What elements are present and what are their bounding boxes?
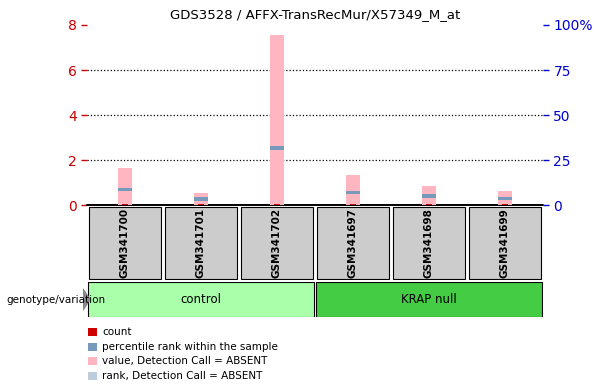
Bar: [194, 197, 208, 201]
Bar: [198, 204, 204, 205]
Title: GDS3528 / AFFX-TransRecMur/X57349_M_at: GDS3528 / AFFX-TransRecMur/X57349_M_at: [170, 8, 460, 21]
Text: KRAP null: KRAP null: [401, 293, 457, 306]
Text: GSM341701: GSM341701: [196, 208, 206, 278]
Bar: [350, 204, 356, 205]
Text: rank, Detection Call = ABSENT: rank, Detection Call = ABSENT: [102, 371, 262, 381]
FancyBboxPatch shape: [88, 372, 97, 380]
Bar: [498, 197, 512, 200]
Text: percentile rank within the sample: percentile rank within the sample: [102, 342, 278, 352]
Text: GSM341699: GSM341699: [500, 208, 510, 278]
Bar: [346, 175, 360, 205]
Bar: [118, 187, 132, 191]
FancyBboxPatch shape: [88, 282, 314, 317]
Bar: [270, 146, 284, 150]
Bar: [118, 168, 132, 205]
FancyBboxPatch shape: [88, 357, 97, 366]
Text: value, Detection Call = ABSENT: value, Detection Call = ABSENT: [102, 356, 268, 366]
FancyBboxPatch shape: [88, 343, 97, 351]
Bar: [122, 204, 128, 205]
Bar: [346, 191, 360, 194]
Bar: [270, 35, 284, 205]
FancyBboxPatch shape: [316, 282, 542, 317]
FancyBboxPatch shape: [241, 207, 313, 279]
Bar: [422, 186, 436, 205]
FancyBboxPatch shape: [392, 207, 466, 279]
Bar: [422, 194, 436, 198]
Text: genotype/variation: genotype/variation: [6, 295, 105, 305]
Bar: [274, 204, 280, 205]
Bar: [498, 191, 512, 205]
FancyBboxPatch shape: [164, 207, 238, 279]
Text: control: control: [181, 293, 221, 306]
Bar: [502, 204, 508, 205]
Text: count: count: [102, 327, 131, 337]
Bar: [426, 204, 432, 205]
Text: GSM341700: GSM341700: [120, 208, 130, 278]
FancyBboxPatch shape: [469, 207, 541, 279]
Bar: [194, 193, 208, 205]
Text: GSM341697: GSM341697: [348, 208, 358, 278]
Polygon shape: [83, 289, 90, 310]
FancyBboxPatch shape: [89, 207, 161, 279]
FancyBboxPatch shape: [88, 328, 97, 336]
Text: GSM341698: GSM341698: [424, 208, 434, 278]
Text: GSM341702: GSM341702: [272, 208, 282, 278]
FancyBboxPatch shape: [317, 207, 389, 279]
